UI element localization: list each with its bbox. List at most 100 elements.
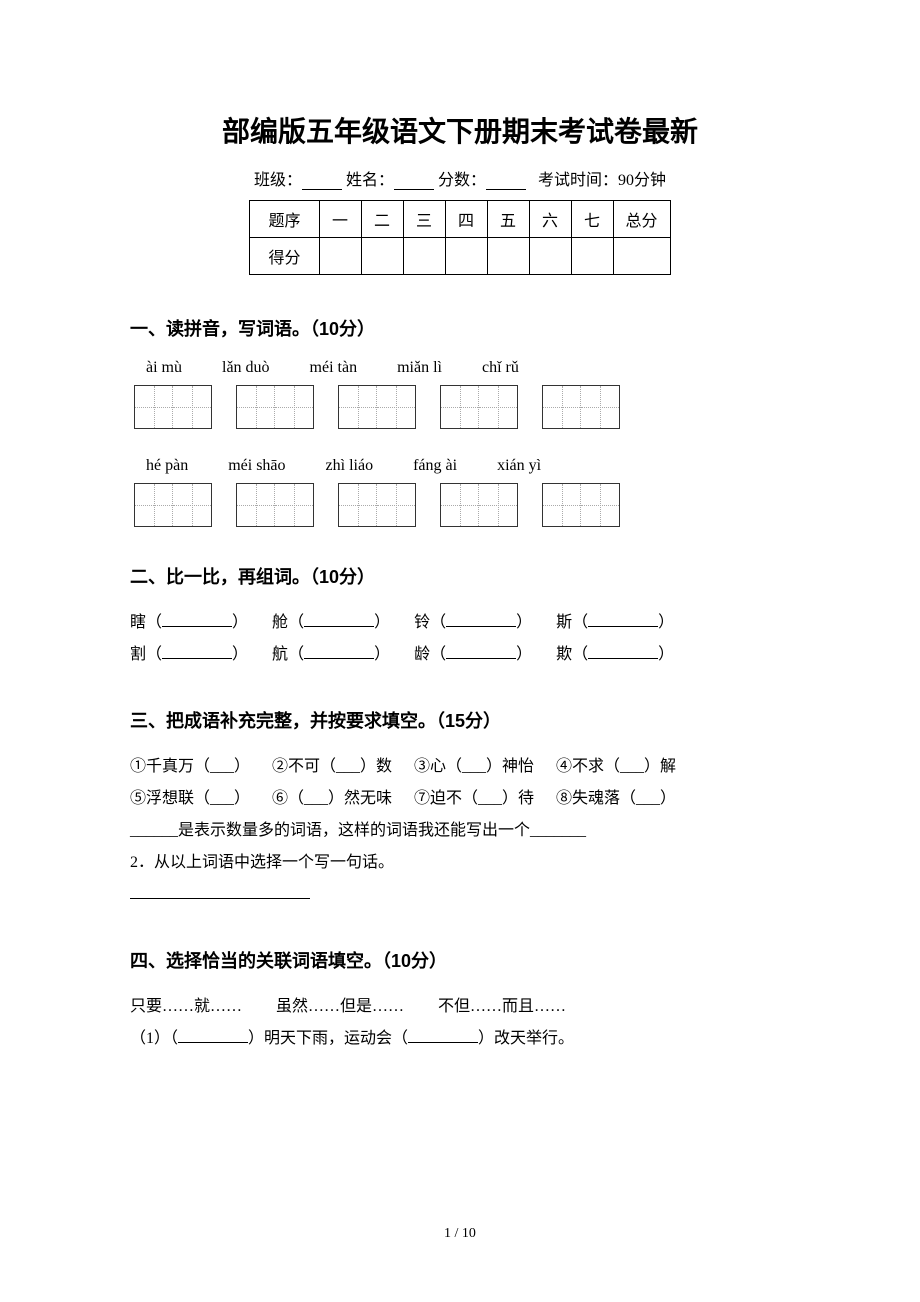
table-row: 题序 一 二 三 四 五 六 七 总分 bbox=[250, 201, 670, 238]
conj-q1: （1）（）明天下雨，运动会（）改天举行。 bbox=[130, 1023, 790, 1055]
fill-blank[interactable] bbox=[178, 1042, 248, 1043]
class-blank[interactable] bbox=[302, 174, 342, 190]
idiom-question-1: ______是表示数量多的词语，这样的词语我还能写出一个_______ bbox=[130, 815, 790, 847]
char: 铃 bbox=[414, 614, 430, 631]
fill-blank[interactable] bbox=[446, 658, 516, 659]
col-7: 七 bbox=[571, 201, 613, 238]
char-grid[interactable] bbox=[440, 483, 518, 527]
section-3-title: 三、把成语补充完整，并按要求填空。（15分） bbox=[130, 707, 790, 733]
compare-item: 欺（） bbox=[556, 639, 674, 671]
page-title: 部编版五年级语文下册期末考试卷最新 bbox=[130, 110, 790, 150]
score-cell[interactable] bbox=[361, 238, 403, 275]
char-grid[interactable] bbox=[338, 483, 416, 527]
conj-option: 虽然……但是…… bbox=[276, 998, 404, 1015]
class-label: 班级： bbox=[254, 172, 302, 189]
char-grid[interactable] bbox=[542, 385, 620, 429]
idiom: ⑤浮想联（___） bbox=[130, 783, 250, 815]
fill-blank[interactable] bbox=[588, 626, 658, 627]
fill-blank[interactable] bbox=[446, 626, 516, 627]
compare-row-a: 瞎（） 舱（） 铃（） 斯（） bbox=[130, 607, 790, 639]
table-row: 得分 bbox=[250, 238, 670, 275]
compare-item: 斯（） bbox=[556, 607, 674, 639]
score-cell[interactable] bbox=[403, 238, 445, 275]
pinyin: ài mù bbox=[146, 359, 182, 377]
conj-option: 只要……就…… bbox=[130, 998, 242, 1015]
compare-item: 航（） bbox=[272, 639, 390, 671]
fill-blank[interactable] bbox=[304, 626, 374, 627]
char-grid[interactable] bbox=[440, 385, 518, 429]
score-cell[interactable] bbox=[571, 238, 613, 275]
col-total: 总分 bbox=[613, 201, 670, 238]
score-row-label: 得分 bbox=[250, 238, 319, 275]
pinyin: hé pàn bbox=[146, 457, 188, 475]
fill-blank[interactable] bbox=[408, 1042, 478, 1043]
char-grid[interactable] bbox=[134, 385, 212, 429]
exam-time-label: 考试时间：90分钟 bbox=[538, 172, 666, 189]
char: 斯 bbox=[556, 614, 572, 631]
compare-item: 瞎（） bbox=[130, 607, 248, 639]
sentence-blank[interactable] bbox=[130, 898, 310, 899]
compare-item: 割（） bbox=[130, 639, 248, 671]
char-grid[interactable] bbox=[236, 385, 314, 429]
char: 瞎 bbox=[130, 614, 146, 631]
char-grid-row-2 bbox=[134, 483, 790, 527]
section-2-title: 二、比一比，再组词。（10分） bbox=[130, 563, 790, 589]
info-line: 班级： 姓名： 分数： 考试时间：90分钟 bbox=[130, 166, 790, 190]
compare-item: 铃（） bbox=[414, 607, 532, 639]
col-6: 六 bbox=[529, 201, 571, 238]
fill-blank[interactable] bbox=[162, 658, 232, 659]
score-cell[interactable] bbox=[613, 238, 670, 275]
char-grid[interactable] bbox=[134, 483, 212, 527]
col-2: 二 bbox=[361, 201, 403, 238]
char: 航 bbox=[272, 646, 288, 663]
score-table: 题序 一 二 三 四 五 六 七 总分 得分 bbox=[249, 200, 670, 275]
idiom-question-2: 2．从以上词语中选择一个写一句话。 bbox=[130, 847, 790, 879]
score-cell[interactable] bbox=[445, 238, 487, 275]
q1-part: ）明天下雨，运动会（ bbox=[248, 1030, 408, 1047]
char-grid[interactable] bbox=[236, 483, 314, 527]
score-cell[interactable] bbox=[529, 238, 571, 275]
conj-options: 只要……就…… 虽然……但是…… 不但……而且…… bbox=[130, 991, 790, 1023]
pinyin: méi tàn bbox=[310, 359, 358, 377]
conj-option: 不但……而且…… bbox=[438, 998, 566, 1015]
col-4: 四 bbox=[445, 201, 487, 238]
char-grid[interactable] bbox=[542, 483, 620, 527]
char: 割 bbox=[130, 646, 146, 663]
score-label: 分数： bbox=[438, 172, 486, 189]
idiom: ①千真万（___） bbox=[130, 751, 250, 783]
col-3: 三 bbox=[403, 201, 445, 238]
idiom: ③心（___）神怡 bbox=[414, 751, 534, 783]
name-label: 姓名： bbox=[346, 172, 394, 189]
col-5: 五 bbox=[487, 201, 529, 238]
idiom: ④不求（___）解 bbox=[556, 751, 676, 783]
q1-part: ）改天举行。 bbox=[478, 1030, 574, 1047]
idiom: ⑦迫不（___）待 bbox=[414, 783, 534, 815]
fill-blank[interactable] bbox=[588, 658, 658, 659]
page-number: 1 / 10 bbox=[0, 1226, 920, 1242]
pinyin: lǎn duò bbox=[222, 359, 270, 377]
section-4-title: 四、选择恰当的关联词语填空。（10分） bbox=[130, 947, 790, 973]
char-grid[interactable] bbox=[338, 385, 416, 429]
score-cell[interactable] bbox=[319, 238, 361, 275]
fill-blank[interactable] bbox=[304, 658, 374, 659]
score-blank[interactable] bbox=[486, 174, 526, 190]
score-cell[interactable] bbox=[487, 238, 529, 275]
pinyin: méi shāo bbox=[228, 457, 285, 475]
section-1-title: 一、读拼音，写词语。（10分） bbox=[130, 315, 790, 341]
char: 舱 bbox=[272, 614, 288, 631]
char-grid-row-1 bbox=[134, 385, 790, 429]
pinyin: fáng ài bbox=[413, 457, 457, 475]
compare-item: 舱（） bbox=[272, 607, 390, 639]
fill-blank[interactable] bbox=[162, 626, 232, 627]
pinyin-row-2: hé pàn méi shāo zhì liáo fáng ài xián yì bbox=[146, 457, 790, 475]
pinyin: chǐ rǔ bbox=[482, 359, 519, 377]
name-blank[interactable] bbox=[394, 174, 434, 190]
idiom-block: ①千真万（___） ②不可（___）数 ③心（___）神怡 ④不求（___）解 … bbox=[130, 751, 790, 911]
compare-row-b: 割（） 航（） 龄（） 欺（） bbox=[130, 639, 790, 671]
pinyin-row-1: ài mù lǎn duò méi tàn miǎn lì chǐ rǔ bbox=[146, 359, 790, 377]
idiom: ⑥（___）然无味 bbox=[272, 783, 392, 815]
compare-item: 龄（） bbox=[414, 639, 532, 671]
char: 龄 bbox=[414, 646, 430, 663]
idiom: ②不可（___）数 bbox=[272, 751, 392, 783]
pinyin: xián yì bbox=[497, 457, 541, 475]
